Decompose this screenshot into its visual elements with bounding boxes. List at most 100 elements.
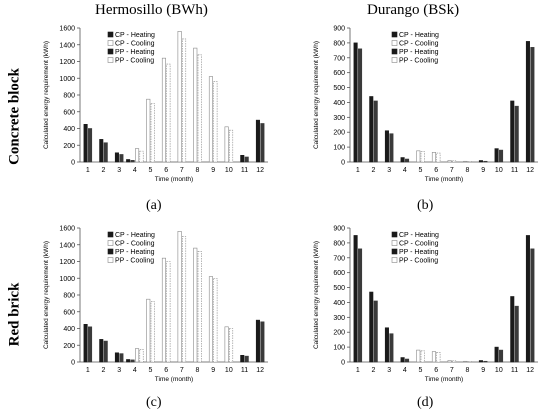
legend-swatch: [391, 231, 398, 238]
bar-cp-heating-month-1: [83, 324, 88, 363]
legend-label: PP - Heating: [399, 249, 439, 256]
bar-pp-cooling-month-6: [436, 352, 441, 363]
bar-cp-heating-month-4: [126, 159, 131, 163]
bar-pp-cooling-month-7: [182, 38, 187, 163]
bar-cp-heating-month-11: [240, 155, 245, 163]
x-tick-label: 2: [102, 167, 106, 174]
legend-label: CP - Cooling: [115, 41, 155, 48]
y-tick-label: 200: [63, 343, 75, 350]
bar-cp-cooling-month-10: [224, 326, 229, 363]
x-tick-label: 3: [387, 167, 391, 174]
bar-cp-heating-month-9: [478, 360, 483, 363]
bar-pp-heating-month-10: [499, 349, 504, 363]
column-title-durango: Durango (BSk): [367, 2, 460, 18]
bar-cp-cooling-month-8: [463, 360, 468, 363]
x-tick-label: 3: [117, 367, 121, 374]
panel-label-c: (c): [146, 395, 162, 410]
y-tick-label: 600: [333, 70, 345, 77]
x-tick-label: 4: [403, 367, 407, 374]
legend-swatch: [391, 40, 398, 46]
y-tick-label: 1400: [59, 242, 75, 249]
bar-pp-heating-month-2: [103, 142, 108, 163]
legend-label: PP - Cooling: [399, 58, 438, 65]
bar-cp-cooling-month-8: [193, 247, 198, 363]
bar-cp-cooling-month-7: [177, 31, 182, 163]
legend-label: CP - Heating: [399, 232, 439, 239]
row-label-red-brick: Red brick: [6, 282, 23, 347]
bar-pp-cooling-month-4: [139, 150, 144, 163]
bar-cp-cooling-month-5: [416, 349, 421, 363]
x-tick-label: 2: [102, 367, 106, 374]
legend-swatch: [391, 240, 398, 246]
bar-cp-heating-month-3: [384, 130, 389, 163]
bar-cp-cooling-month-6: [431, 351, 436, 363]
bar-pp-heating-month-3: [119, 353, 124, 363]
x-tick-label: 7: [180, 367, 184, 374]
legend-label: CP - Heating: [399, 32, 439, 39]
y-tick-label: 1000: [59, 76, 75, 83]
x-tick-label: 8: [466, 367, 470, 374]
bar-cp-heating-month-11: [510, 100, 515, 163]
panel-label-b: (b): [417, 198, 434, 213]
x-tick-label: 1: [86, 367, 90, 374]
x-tick-label: 10: [225, 167, 233, 174]
y-tick-label: 200: [333, 330, 345, 337]
x-tick-label: 6: [434, 167, 438, 174]
y-axis-label: Calculated energy requirement (kWh): [313, 41, 320, 149]
y-tick-label: 600: [333, 270, 345, 277]
bar-pp-cooling-month-7: [452, 160, 457, 163]
x-axis-label: Time (month): [425, 376, 463, 383]
bar-cp-cooling-month-9: [208, 76, 213, 163]
bar-cp-heating-month-1: [353, 235, 358, 363]
bar-pp-cooling-month-7: [452, 360, 457, 363]
y-tick-label: 100: [333, 145, 345, 152]
y-tick-label: 400: [333, 100, 345, 107]
x-tick-label: 11: [241, 167, 248, 174]
legend-label: PP - Cooling: [115, 258, 154, 265]
x-tick-label: 10: [495, 367, 503, 374]
bar-cp-cooling-month-5: [146, 298, 151, 363]
x-tick-label: 12: [256, 167, 264, 174]
legend-label: CP - Cooling: [399, 41, 439, 48]
y-tick-label: 900: [333, 26, 345, 33]
legend-swatch: [391, 48, 398, 55]
x-tick-label: 8: [196, 367, 200, 374]
bar-pp-cooling-month-6: [436, 152, 441, 163]
x-tick-label: 12: [526, 367, 534, 374]
bar-pp-cooling-month-8: [197, 251, 202, 363]
x-tick-label: 6: [164, 367, 168, 374]
x-tick-label: 3: [387, 367, 391, 374]
y-tick-label: 400: [333, 300, 345, 307]
y-tick-label: 400: [63, 326, 75, 333]
legend-label: PP - Heating: [115, 49, 155, 56]
bar-cp-heating-month-10: [494, 148, 499, 163]
bar-cp-heating-month-2: [369, 96, 374, 163]
y-tick-label: 700: [333, 255, 345, 262]
bar-pp-heating-month-11: [244, 355, 249, 363]
bar-pp-heating-month-4: [405, 358, 410, 363]
bar-cp-cooling-month-7: [447, 160, 452, 163]
panel-label-a: (a): [146, 198, 162, 213]
bar-pp-cooling-month-4: [139, 349, 144, 363]
bar-cp-heating-month-4: [126, 359, 131, 363]
bar-cp-heating-month-11: [240, 355, 245, 363]
legend-swatch: [107, 40, 114, 46]
bar-pp-heating-month-1: [88, 128, 93, 163]
bar-cp-cooling-month-7: [177, 231, 182, 363]
chart-panel-a: Calculated energy requirement (kWh) 0 200 4…: [43, 26, 268, 183]
x-tick-label: 8: [466, 167, 470, 174]
legend-label: CP - Heating: [115, 232, 155, 239]
bar-pp-heating-month-4: [130, 359, 135, 363]
bar-pp-heating-month-9: [483, 360, 488, 363]
bar-pp-heating-month-9: [483, 160, 488, 163]
y-axis-label: Calculated energy requirement (kWh): [43, 241, 50, 349]
x-tick-label: 9: [481, 367, 485, 374]
x-tick-label: 5: [149, 167, 153, 174]
bar-cp-cooling-month-6: [161, 257, 166, 363]
x-tick-label: 11: [511, 167, 518, 174]
legend-label: PP - Heating: [399, 49, 439, 56]
legend-label: CP - Cooling: [115, 241, 155, 248]
legend-label: CP - Heating: [115, 32, 155, 39]
y-tick-label: 0: [341, 160, 345, 167]
bar-cp-heating-month-3: [384, 327, 389, 363]
